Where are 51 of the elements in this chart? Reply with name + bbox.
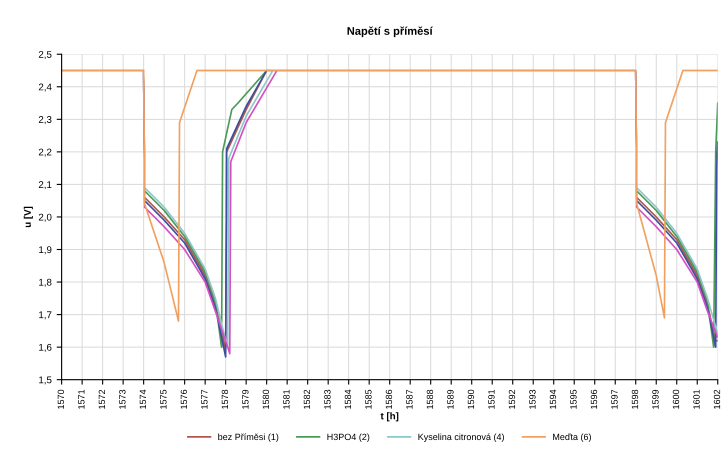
chart-title: Napětí s příměsí: [348, 26, 433, 38]
y-axis-title: u [V]: [24, 206, 33, 228]
x-tick-label: 1590: [468, 390, 474, 409]
y-tick-label: 2,4: [38, 84, 52, 92]
y-tick-label: 1,5: [39, 376, 52, 384]
y-tick-label: 1,8: [39, 278, 52, 287]
x-tick-label: 1602: [714, 390, 720, 409]
x-tick-label: 1600: [672, 390, 680, 409]
x-tick-label: 1591: [488, 390, 495, 409]
x-axis-title: t [h]: [380, 412, 398, 422]
legend-label: bez Příměsi (1): [218, 433, 278, 442]
x-tick-label: 1586: [386, 390, 392, 409]
y-tick-label: 1,9: [39, 246, 52, 254]
x-tick-label: 1581: [283, 390, 290, 409]
x-tick-label: 1587: [406, 390, 413, 409]
x-tick-label: 1572: [98, 390, 106, 409]
x-tick-label: 1579: [242, 390, 249, 409]
legend-label: H3PO4 (2): [327, 433, 370, 442]
x-tick-label: 1580: [262, 390, 270, 409]
x-tick-label: 1576: [180, 390, 188, 409]
y-tick-label: 2,0: [38, 214, 52, 222]
x-tick-label: 1589: [447, 390, 454, 409]
x-tick-label: 1582: [304, 390, 310, 409]
x-tick-label: 1570: [58, 390, 64, 409]
x-tick-label: 1577: [201, 390, 208, 409]
y-tick-label: 2,1: [38, 181, 52, 190]
legend-label: Meďta (6): [553, 433, 591, 442]
x-tick-label: 1596: [590, 390, 598, 409]
x-tick-label: 1588: [426, 390, 434, 409]
legend-label: Kyselina citronová (4): [418, 433, 504, 442]
x-tick-label: 1599: [652, 390, 659, 409]
y-tick-label: 1,7: [39, 311, 52, 320]
x-tick-label: 1593: [529, 390, 536, 409]
x-tick-label: 1575: [160, 390, 167, 409]
x-tick-label: 1574: [140, 390, 146, 409]
x-tick-label: 1571: [78, 390, 85, 409]
x-tick-label: 1584: [344, 390, 352, 409]
y-tick-label: 2,3: [38, 116, 52, 124]
x-tick-label: 1601: [693, 390, 700, 409]
y-tick-label: 2,2: [38, 148, 52, 157]
x-tick-label: 1578: [222, 390, 228, 409]
x-tick-label: 1583: [324, 390, 331, 409]
x-tick-label: 1592: [508, 390, 516, 409]
x-tick-label: 1585: [365, 390, 372, 409]
x-tick-label: 1594: [550, 390, 556, 409]
y-tick-label: 2,5: [38, 50, 52, 60]
y-tick-label: 1,6: [39, 344, 52, 352]
x-tick-label: 1595: [570, 390, 577, 409]
x-tick-label: 1573: [119, 390, 126, 409]
x-tick-label: 1598: [632, 390, 638, 409]
x-tick-label: 1597: [611, 390, 618, 409]
